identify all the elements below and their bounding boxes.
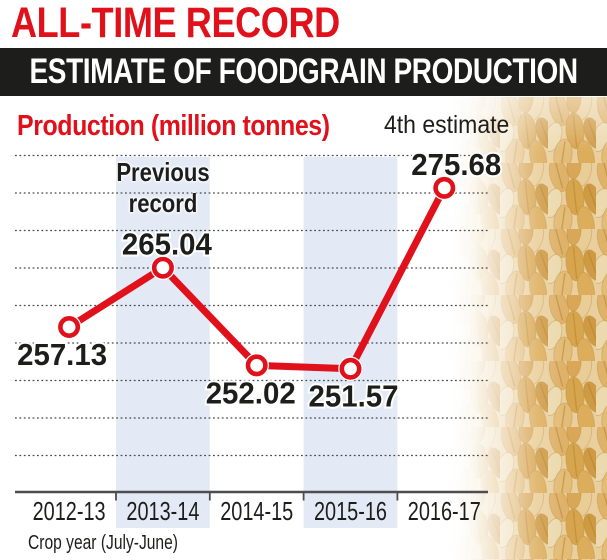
banner-title: ESTIMATE OF FOODGRAIN PRODUCTION <box>29 52 578 91</box>
annotation-4th-estimate: 4th estimate <box>384 111 510 139</box>
x-tick-label: 2012-13 <box>33 496 106 526</box>
data-point-marker <box>58 316 81 339</box>
data-point-label: 251.57 <box>309 379 399 414</box>
data-point-halo <box>150 255 176 280</box>
data-point-halo <box>338 356 363 381</box>
data-point-marker <box>151 256 174 279</box>
data-point-label: 265.04 <box>122 227 213 262</box>
x-tick-label: 2015-16 <box>314 496 387 526</box>
data-point-halo <box>56 314 82 340</box>
x-tick-label: 2016-17 <box>408 496 481 526</box>
data-point-marker <box>339 357 362 380</box>
annotation-previous-record: Previous record <box>116 157 210 218</box>
data-point-label: 257.13 <box>17 337 107 372</box>
data-point-label: 252.02 <box>206 375 296 410</box>
data-point-halo <box>244 353 269 378</box>
data-point-halo <box>432 175 457 201</box>
x-tick-label: 2013-14 <box>126 496 199 526</box>
highlight-band <box>116 157 210 528</box>
x-axis-caption: Crop year (July-June) <box>28 532 178 554</box>
x-tick-label: 2014-15 <box>220 496 293 526</box>
banner: ESTIMATE OF FOODGRAIN PRODUCTION <box>0 48 607 96</box>
data-point-label: 275.68 <box>411 147 501 182</box>
headline: ALL-TIME RECORD <box>11 0 340 47</box>
data-point-marker <box>245 354 268 377</box>
wheat-grains-photo <box>452 97 607 560</box>
chart-title: Production (million tonnes) <box>17 110 330 142</box>
data-point-marker <box>433 176 456 199</box>
